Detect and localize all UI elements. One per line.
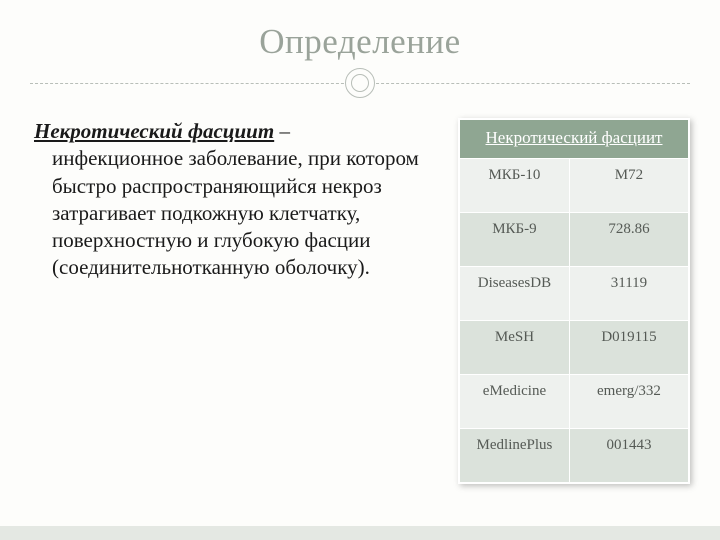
table-cell-value: M72	[569, 159, 688, 213]
table-cell-value: 728.86	[569, 213, 688, 267]
table-row: МКБ-9 728.86	[460, 213, 689, 267]
table-header: Некротический фасциит	[460, 120, 689, 159]
table-cell-value: 31119	[569, 267, 688, 321]
footer-band	[0, 526, 720, 540]
title-divider	[30, 68, 690, 100]
table-row: МКБ-10 M72	[460, 159, 689, 213]
table-cell-key: МКБ-9	[460, 213, 570, 267]
definition-body: инфекционное заболевание, при котором бы…	[34, 145, 440, 281]
definition-text: Некротический фасциит – инфекционное заб…	[30, 118, 440, 282]
slide: Определение Некротический фасциит – инфе…	[0, 0, 720, 540]
table-cell-key: МКБ-10	[460, 159, 570, 213]
info-table-container: Некротический фасциит МКБ-10 M72 МКБ-9 7…	[458, 118, 690, 484]
table-cell-key: MeSH	[460, 321, 570, 375]
table-cell-value: emerg/332	[569, 375, 688, 429]
table-row: DiseasesDB 31119	[460, 267, 689, 321]
table-cell-key: DiseasesDB	[460, 267, 570, 321]
divider-ornament-inner-icon	[351, 74, 369, 92]
table-row: MeSH D019115	[460, 321, 689, 375]
table-cell-key: MedlinePlus	[460, 429, 570, 483]
info-table: Некротический фасциит МКБ-10 M72 МКБ-9 7…	[459, 119, 689, 483]
table-row: MedlinePlus 001443	[460, 429, 689, 483]
content-row: Некротический фасциит – инфекционное заб…	[30, 118, 690, 484]
slide-title: Определение	[30, 22, 690, 62]
table-cell-key: eMedicine	[460, 375, 570, 429]
definition-dash: –	[274, 119, 290, 143]
table-cell-value: 001443	[569, 429, 688, 483]
table-cell-value: D019115	[569, 321, 688, 375]
table-row: eMedicine emerg/332	[460, 375, 689, 429]
definition-term: Некротический фасциит	[34, 119, 274, 143]
divider-ornament-icon	[345, 68, 375, 98]
